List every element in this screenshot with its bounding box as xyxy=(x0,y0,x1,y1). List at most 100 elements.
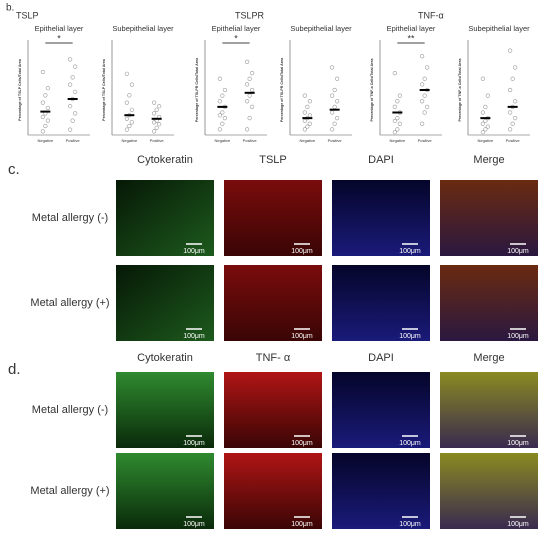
dot xyxy=(392,104,397,109)
x-tick-label: Negative xyxy=(477,138,494,143)
dot xyxy=(247,116,252,121)
dot xyxy=(124,127,129,132)
dot xyxy=(480,121,485,126)
dot xyxy=(302,118,307,124)
scale-bar-label: 100μm xyxy=(291,248,313,255)
dot xyxy=(330,65,335,70)
dot xyxy=(510,76,515,81)
dot xyxy=(250,87,255,93)
dot xyxy=(508,87,513,93)
scale-bar-label: 100μm xyxy=(183,521,205,528)
scale-bar-label: 100μm xyxy=(399,521,421,528)
dot xyxy=(45,118,50,123)
scale-bar-label: 100μm xyxy=(183,440,205,447)
column-header: DAPI xyxy=(368,154,394,166)
dot xyxy=(124,71,129,76)
y-label: Percentage of TSLPR Cells/Total Area xyxy=(280,57,284,122)
dot xyxy=(422,76,427,81)
dot xyxy=(513,99,518,104)
dot xyxy=(129,82,134,87)
dot xyxy=(332,87,337,93)
dot xyxy=(217,99,222,104)
dot xyxy=(305,124,310,129)
dot xyxy=(397,121,402,126)
x-tick-label: Positive xyxy=(328,138,343,143)
dot xyxy=(397,93,402,98)
dot xyxy=(513,116,518,121)
plot-title: Epithelial layer xyxy=(212,24,261,33)
dot xyxy=(395,127,400,132)
dot xyxy=(217,127,222,132)
dot xyxy=(68,104,73,109)
plot-title: Subepithelial layer xyxy=(468,24,530,33)
x-tick-label: Positive xyxy=(243,138,258,143)
dot xyxy=(332,104,337,109)
dot xyxy=(220,93,225,98)
scale-bar-label: 100μm xyxy=(507,440,529,447)
x-tick-label: Negative xyxy=(389,138,406,143)
x-tick-label: Positive xyxy=(506,138,521,143)
dot xyxy=(305,104,310,109)
dot xyxy=(70,118,75,123)
plot-title: Epithelial layer xyxy=(387,24,436,33)
column-header: DAPI xyxy=(368,352,394,364)
dot xyxy=(245,99,250,104)
dot xyxy=(420,82,425,87)
significance: * xyxy=(57,33,61,43)
dot xyxy=(483,104,488,109)
scale-bar-label: 100μm xyxy=(399,333,421,340)
dot xyxy=(152,100,157,105)
scale-bar-label: 100μm xyxy=(507,333,529,340)
dot xyxy=(330,127,335,132)
dot xyxy=(420,99,425,104)
row-label: Metal allergy (+) xyxy=(30,297,109,309)
row-label: Metal allergy (+) xyxy=(30,485,109,497)
dot xyxy=(124,116,129,121)
dot xyxy=(124,100,129,105)
dot xyxy=(152,129,157,134)
dot xyxy=(307,113,312,118)
group-title: TSLPR xyxy=(235,10,265,20)
scale-bar-label: 100μm xyxy=(291,333,313,340)
significance: ** xyxy=(407,33,415,43)
dot xyxy=(217,76,222,81)
significance: * xyxy=(234,33,238,43)
dot xyxy=(250,71,255,76)
dot xyxy=(220,121,225,126)
dot xyxy=(302,110,307,115)
dot xyxy=(40,129,45,134)
dot xyxy=(508,110,513,115)
dot xyxy=(220,110,225,115)
dot xyxy=(480,76,485,81)
dot xyxy=(245,59,250,64)
plot-title: Subepithelial layer xyxy=(290,24,352,33)
dot xyxy=(45,86,50,91)
dot xyxy=(420,121,425,126)
panel-label: d. xyxy=(8,361,21,378)
dot xyxy=(335,76,340,81)
dot xyxy=(335,116,340,121)
dot xyxy=(480,110,485,115)
column-header: TNF- α xyxy=(256,352,291,364)
group-title: TSLP xyxy=(16,10,39,20)
plot-title: Subepithelial layer xyxy=(112,24,174,33)
panel-label: c. xyxy=(8,161,20,178)
dot xyxy=(73,64,78,69)
dot xyxy=(40,114,45,120)
dot xyxy=(222,116,227,121)
dot xyxy=(332,121,337,126)
dot xyxy=(480,130,485,135)
group-title: TNF-α xyxy=(418,10,444,20)
y-label: Percentage of TNF-α Cells/Total Area xyxy=(458,58,462,122)
x-tick-label: Negative xyxy=(214,138,231,143)
y-label: Percentage of TSLPR Cells/Total Area xyxy=(195,57,199,122)
dot xyxy=(250,104,255,109)
dot xyxy=(222,87,227,93)
dot xyxy=(335,99,340,104)
dot xyxy=(307,121,312,126)
dot xyxy=(485,93,490,98)
dot xyxy=(247,76,252,81)
column-header: Merge xyxy=(473,352,504,364)
scale-bar-label: 100μm xyxy=(291,440,313,447)
dot xyxy=(247,93,252,98)
